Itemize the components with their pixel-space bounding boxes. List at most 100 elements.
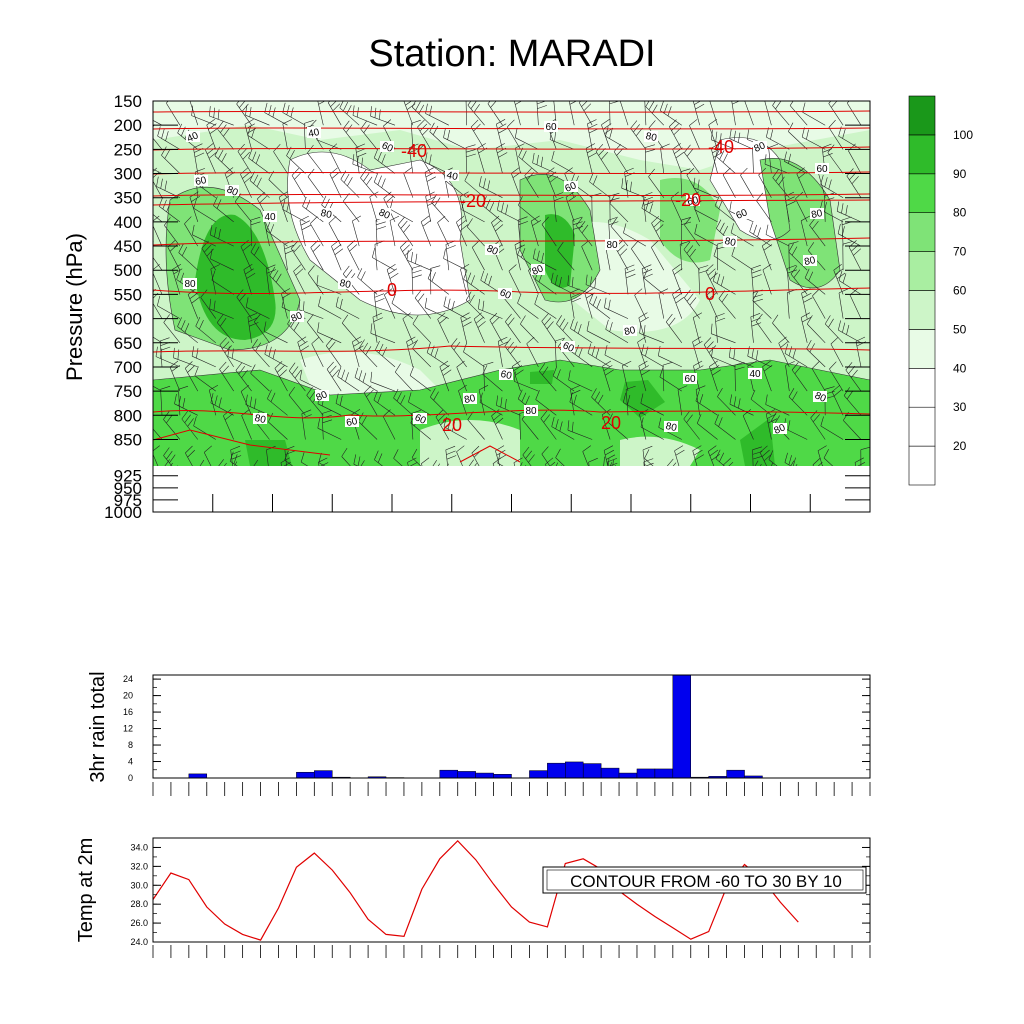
wind-barb [511, 360, 524, 392]
wind-barb [607, 458, 618, 466]
colorbar-box [908, 329, 936, 369]
rh-label-bg [485, 244, 499, 255]
wind-barb [443, 127, 467, 150]
wind-barb [193, 416, 216, 440]
wind-barb [539, 363, 557, 392]
wind-barb [211, 270, 234, 295]
wind-barb [318, 457, 329, 466]
wind-barb [722, 167, 736, 198]
rh-contour-label: 60 [545, 122, 557, 133]
wind-barb [268, 412, 288, 440]
wind-barb [642, 445, 653, 466]
wind-barb [567, 420, 593, 440]
wind-barb [247, 125, 270, 150]
wind-barb [299, 215, 311, 247]
wind-barb [249, 171, 270, 198]
wind-barb [764, 101, 772, 126]
rain-ytick-label: 24 [123, 674, 133, 684]
rh-core-low4 [530, 370, 554, 384]
wind-barb [842, 101, 844, 102]
wind-barb [608, 413, 629, 440]
wind-barb [389, 215, 400, 247]
wind-barb [860, 446, 870, 466]
wind-barb [752, 291, 772, 319]
temp-axis-label: Temp at 2m [75, 838, 97, 942]
wind-barb [456, 445, 465, 466]
wind-barb [689, 119, 700, 150]
wind-barb [838, 320, 862, 344]
wind-barb [406, 336, 417, 367]
wind-barb [709, 360, 721, 392]
wind-barb [692, 445, 704, 466]
wind-barb [589, 293, 611, 319]
wind-barb [821, 143, 833, 174]
wind-barb [430, 388, 450, 416]
wind-barb [683, 410, 700, 440]
wind-barb [352, 336, 364, 367]
wind-barb [274, 361, 288, 392]
wind-barb [195, 316, 216, 344]
wind-barb [609, 101, 611, 102]
isotherm-label: 20 [442, 415, 462, 435]
wind-barb [640, 393, 664, 416]
wind-barb [218, 459, 227, 466]
wind-barb [448, 101, 449, 102]
rh-label-bg [307, 127, 321, 138]
rh-contour-label: 80 [525, 406, 537, 417]
wind-barb [638, 360, 651, 392]
wind-barb [505, 313, 521, 343]
wind-barb [435, 409, 450, 440]
wind-barb [263, 321, 288, 344]
wind-barb [801, 288, 813, 319]
rh-contour-label: 80 [314, 389, 329, 404]
wind-barb [352, 154, 378, 174]
rh-label-bg [815, 163, 829, 174]
wind-barb [744, 101, 754, 126]
wind-barb [534, 294, 557, 319]
wind-barb [569, 392, 593, 416]
isotherm-label: -40 [708, 137, 734, 157]
wind-barb [430, 101, 431, 102]
rh-label-bg [377, 208, 391, 219]
rh-label-bg [499, 369, 513, 380]
rain-ytick-label: 20 [123, 691, 133, 701]
colorbar-label: 50 [953, 322, 967, 336]
wind-barb [439, 360, 452, 392]
wind-barb [420, 457, 430, 466]
wind-barb [508, 264, 521, 295]
wind-barb [756, 192, 772, 223]
wind-barb [586, 321, 611, 344]
wind-barb [210, 249, 234, 271]
wind-barb [264, 102, 288, 126]
wind-barb [820, 174, 844, 198]
wind-barb [317, 418, 342, 440]
wind-barb [360, 169, 378, 198]
wind-barb [201, 240, 217, 271]
wind-barb [827, 144, 844, 174]
wind-barb [339, 101, 360, 126]
info-box-inner [546, 869, 864, 891]
wind-barb [445, 445, 457, 466]
wind-barb [191, 105, 216, 126]
wind-barb [651, 240, 665, 271]
wind-barb [397, 216, 414, 247]
wind-barb [715, 449, 725, 466]
rain-ytick-label: 16 [123, 707, 133, 717]
wind-barb [848, 240, 862, 271]
wind-barb [283, 240, 295, 271]
wind-barb [189, 191, 200, 222]
wind-barb [515, 143, 525, 174]
wind-barb [699, 101, 700, 102]
wind-barb [250, 364, 270, 392]
wind-barb [610, 217, 629, 247]
wind-barb [389, 199, 414, 223]
wind-barb [833, 264, 846, 295]
wind-barb [785, 361, 795, 392]
wind-barb [354, 367, 378, 392]
wind-barb [504, 338, 521, 368]
wind-barb [709, 101, 718, 126]
isotherm-line [153, 429, 331, 456]
wind-barb [174, 393, 198, 416]
pressure-tick-label: 800 [114, 406, 142, 425]
wind-barb [643, 458, 654, 466]
